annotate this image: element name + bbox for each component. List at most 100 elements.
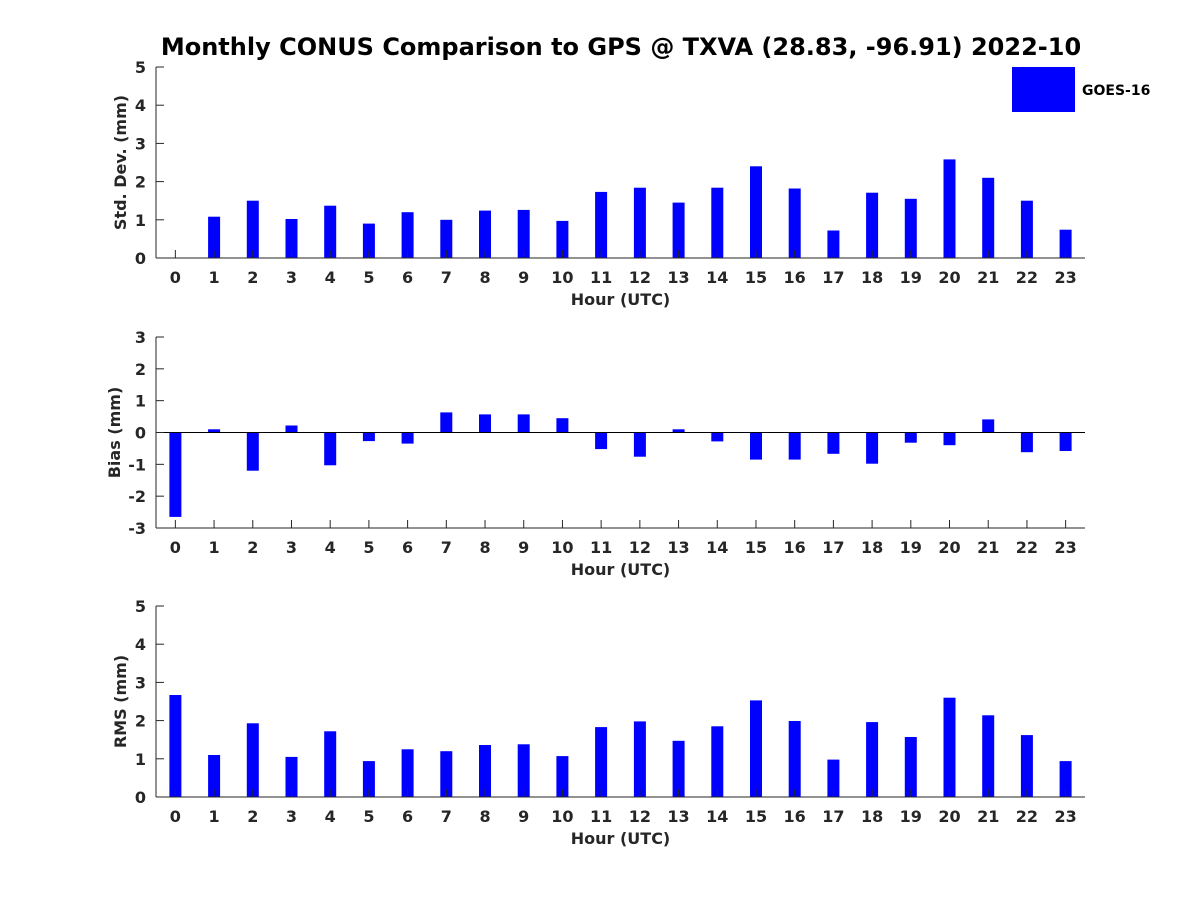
bar-bias-hour-10 (556, 418, 569, 433)
y-tick-label: 0 (135, 424, 146, 443)
y-tick-label: 0 (135, 788, 146, 807)
x-tick-label: 16 (784, 268, 806, 287)
bar-rms-hour-11 (595, 727, 608, 797)
x-tick-label: 2 (247, 807, 258, 826)
x-tick-label: 23 (1055, 807, 1077, 826)
x-tick-label: 2 (247, 538, 258, 557)
x-tick-label: 11 (590, 268, 612, 287)
bar-rms-hour-0 (169, 695, 182, 797)
bar-rms-hour-4 (324, 731, 337, 797)
x-tick-label: 4 (325, 538, 336, 557)
x-tick-label: 0 (170, 538, 181, 557)
x-tick-label: 21 (977, 807, 999, 826)
x-tick-label: 19 (900, 538, 922, 557)
x-tick-label: 9 (518, 538, 529, 557)
legend: GOES-16 (1012, 67, 1150, 112)
bar-rms-hour-20 (943, 697, 956, 797)
bar-std-dev-hour-2 (246, 200, 259, 258)
y-tick-label: 4 (135, 96, 146, 115)
x-tick-label: 13 (667, 807, 689, 826)
y-tick-label: 3 (135, 134, 146, 153)
x-tick-label: 0 (170, 807, 181, 826)
y-tick-label: 2 (135, 360, 146, 379)
bar-std-dev-hour-20 (943, 159, 956, 258)
y-tick-label: -3 (128, 519, 146, 538)
bar-std-dev-hour-23 (1059, 229, 1072, 258)
bar-rms-hour-16 (788, 721, 801, 797)
bar-rms-hour-23 (1059, 761, 1072, 797)
bar-std-dev-hour-8 (479, 210, 491, 258)
bar-rms-hour-13 (672, 740, 685, 797)
bar-rms-hour-6 (401, 749, 414, 798)
x-tick-label: 1 (208, 268, 219, 287)
x-axis-label: Hour (UTC) (571, 829, 671, 848)
x-tick-label: 15 (745, 538, 767, 557)
x-tick-label: 18 (861, 268, 883, 287)
bar-std-dev-hour-10 (556, 220, 569, 258)
x-tick-label: 20 (938, 538, 960, 557)
y-tick-label: 1 (135, 392, 146, 411)
x-tick-label: 8 (479, 807, 490, 826)
y-tick-label: 3 (135, 328, 146, 347)
x-tick-label: 18 (861, 538, 883, 557)
legend-label: GOES-16 (1082, 83, 1150, 99)
bar-std-dev-hour-19 (904, 198, 917, 258)
bar-rms-hour-19 (904, 737, 917, 797)
x-tick-label: 23 (1055, 268, 1077, 287)
x-tick-label: 11 (590, 538, 612, 557)
bar-std-dev-hour-13 (672, 202, 685, 258)
x-tick-label: 18 (861, 807, 883, 826)
x-axis-label: Hour (UTC) (571, 560, 671, 579)
bar-bias-hour-2 (246, 432, 259, 471)
x-tick-label: 6 (402, 807, 413, 826)
bar-std-dev-hour-4 (324, 205, 337, 258)
bar-bias-hour-5 (362, 432, 375, 442)
bar-std-dev-hour-3 (285, 219, 298, 258)
x-tick-label: 19 (900, 807, 922, 826)
bar-rms-hour-1 (208, 755, 221, 797)
bar-std-dev-hour-7 (440, 219, 453, 258)
x-tick-label: 7 (441, 807, 452, 826)
x-tick-label: 12 (629, 807, 651, 826)
y-tick-label: 1 (135, 211, 146, 230)
bar-std-dev-hour-9 (517, 209, 530, 258)
x-tick-label: 23 (1055, 538, 1077, 557)
bar-rms-hour-12 (633, 721, 646, 797)
bar-bias-hour-1 (208, 429, 221, 433)
y-axis-label: Bias (mm) (105, 387, 124, 479)
y-tick-label: 1 (135, 750, 146, 769)
bar-std-dev-hour-21 (982, 177, 995, 258)
bar-std-dev-hour-18 (866, 192, 879, 258)
bar-bias-hour-23 (1059, 432, 1072, 451)
bar-std-dev-hour-12 (633, 187, 646, 258)
y-tick-label: 0 (135, 249, 146, 268)
x-tick-label: 15 (745, 807, 767, 826)
y-tick-label: 4 (135, 635, 146, 654)
x-tick-label: 8 (479, 268, 490, 287)
x-tick-label: 21 (977, 268, 999, 287)
x-tick-label: 5 (363, 807, 374, 826)
y-tick-label: 5 (135, 597, 146, 616)
bar-bias-hour-0 (169, 432, 182, 517)
bar-rms-hour-21 (982, 715, 995, 797)
x-tick-label: 3 (286, 268, 297, 287)
bar-bias-hour-15 (750, 432, 762, 460)
bar-bias-hour-8 (479, 414, 491, 433)
bar-rms-hour-5 (362, 761, 375, 797)
x-tick-label: 9 (518, 268, 529, 287)
x-tick-label: 6 (402, 268, 413, 287)
x-tick-label: 5 (363, 538, 374, 557)
bar-rms-hour-18 (866, 722, 879, 797)
bar-std-dev-hour-5 (362, 223, 375, 258)
x-axis-label: Hour (UTC) (571, 290, 671, 309)
y-axis-label: Std. Dev. (mm) (111, 95, 130, 230)
x-tick-label: 19 (900, 268, 922, 287)
bar-std-dev-hour-1 (208, 216, 221, 258)
bar-bias-hour-4 (324, 432, 337, 466)
bar-std-dev-hour-22 (1020, 200, 1033, 258)
bar-bias-hour-18 (866, 432, 879, 464)
bar-bias-hour-11 (595, 432, 608, 450)
